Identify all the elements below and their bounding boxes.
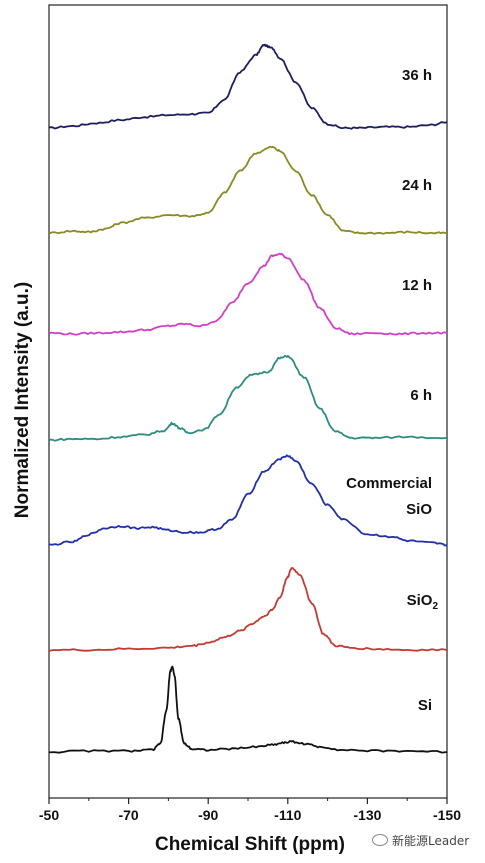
series-label-layer: 36 h 24 h 12 h 6 h Commercial SiO SiO2 Si	[346, 67, 438, 714]
series-label-commercial-sio-line-1: Commercial	[346, 475, 432, 492]
series-line-12-h	[48, 252, 448, 336]
watermark: 新能源Leader	[372, 832, 469, 849]
y-axis-title: Normalized Intensity (a.u.)	[12, 282, 33, 518]
x-tick-label: -130	[353, 807, 381, 823]
plot-frame	[48, 4, 448, 799]
series-line-commercial-sio	[48, 454, 448, 547]
series-label-si: Si	[418, 697, 432, 714]
x-tick-label: -150	[433, 807, 461, 823]
wechat-icon	[372, 834, 388, 846]
watermark-text: 新能源Leader	[392, 834, 470, 848]
series-label-commercial-sio-line-2: SiO	[406, 501, 432, 518]
series-label-12-h: 12 h	[402, 277, 432, 294]
series-line-36-h	[48, 43, 448, 130]
series-layer	[48, 43, 448, 754]
series-line-sio2	[48, 567, 448, 652]
x-tick-label: -110	[274, 807, 301, 823]
x-axis: -50 -70 -90 -110 -130 -150	[39, 798, 461, 823]
series-label-sio2: SiO2	[407, 592, 439, 612]
series-line-si	[48, 665, 448, 754]
x-axis-title: Chemical Shift (ppm)	[155, 834, 345, 855]
series-label-6-h: 6 h	[410, 387, 432, 404]
plot-area	[48, 4, 448, 799]
series-label-36-h: 36 h	[402, 67, 432, 84]
x-tick-label: -70	[118, 807, 138, 823]
x-tick-label: -90	[198, 807, 218, 823]
x-tick-label: -50	[39, 807, 59, 823]
series-label-24-h: 24 h	[402, 177, 432, 194]
series-line-24-h	[48, 145, 447, 235]
series-line-6-h	[48, 354, 448, 442]
